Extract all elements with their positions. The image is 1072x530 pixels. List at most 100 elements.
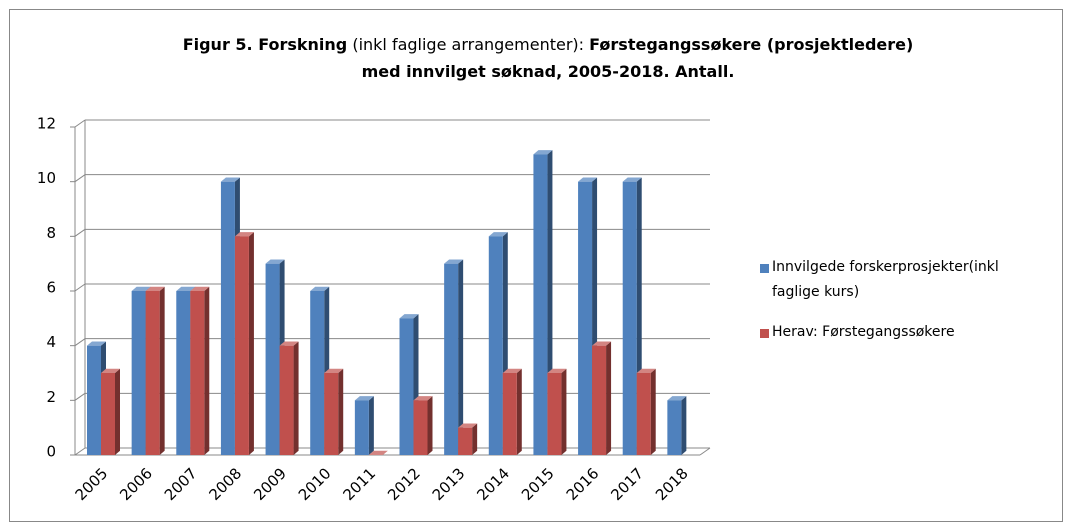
bar-front — [131, 291, 146, 455]
bar — [547, 368, 567, 455]
bar-top — [324, 368, 344, 373]
title-part: Førstegangssøkere (prosjektledere) — [589, 35, 913, 54]
bar-top — [622, 177, 642, 182]
bar-top — [279, 341, 299, 346]
bar-side — [293, 341, 299, 455]
bar-front — [622, 181, 637, 455]
bar-side — [248, 232, 254, 455]
y-tick-label: 12 — [37, 115, 56, 133]
bar-side — [650, 368, 656, 455]
bar-side — [115, 368, 120, 455]
bar-side — [516, 368, 522, 455]
bar-front — [578, 181, 593, 455]
bar-top — [667, 396, 687, 401]
legend-label: Innvilgede forskerprosjekter(inkl faglig… — [772, 259, 999, 300]
bar — [234, 232, 254, 455]
bar-side — [159, 286, 165, 455]
grid-line — [74, 392, 86, 401]
bar-side — [606, 341, 612, 455]
bar-top — [578, 177, 598, 182]
bar — [444, 259, 464, 455]
bar-top — [547, 368, 567, 373]
bar — [190, 286, 210, 455]
bar-front — [220, 181, 235, 455]
bar-top — [413, 396, 433, 401]
bar — [145, 286, 165, 455]
y-tick-label: 8 — [46, 224, 56, 242]
bar-front — [547, 373, 562, 455]
bar-top — [220, 177, 240, 182]
bar-front — [145, 291, 160, 455]
bar — [101, 368, 120, 455]
bar-front — [87, 345, 101, 455]
bar-top — [636, 368, 656, 373]
bar-top — [533, 150, 553, 155]
bar-top — [234, 232, 254, 237]
bar-top — [176, 286, 196, 291]
bar-front — [444, 263, 459, 455]
bar-front — [399, 318, 414, 455]
bar-top — [310, 286, 330, 291]
bar-front — [101, 373, 115, 455]
bar-front — [176, 291, 191, 455]
bar-top — [131, 286, 151, 291]
bar-front — [234, 236, 249, 455]
bar-top — [354, 396, 374, 401]
y-tick-label: 2 — [46, 388, 56, 406]
bar-side — [458, 259, 464, 455]
bar — [354, 396, 374, 455]
bar — [667, 396, 687, 455]
bar — [502, 368, 522, 455]
bar-front — [592, 345, 607, 455]
bar-side — [427, 396, 433, 455]
y-tick-label: 4 — [46, 333, 56, 351]
bar-top — [399, 314, 419, 319]
grid-line — [74, 447, 86, 456]
legend-label: Herav: Førstegangssøkere — [772, 324, 955, 340]
bar-top — [87, 341, 106, 346]
bar-front — [265, 263, 280, 455]
bar-top — [502, 368, 522, 373]
bar-side — [472, 423, 478, 455]
bar — [368, 450, 388, 455]
bar-front — [488, 236, 503, 455]
grid-line — [74, 228, 86, 237]
bar-front — [279, 345, 294, 455]
bar-top — [444, 259, 464, 264]
title-part: med innvilget søknad, 2005-2018. Antall. — [362, 62, 735, 81]
bar-top — [101, 368, 120, 373]
bar-front — [324, 373, 339, 455]
bar — [636, 368, 656, 455]
bar — [592, 341, 612, 455]
bar-front — [667, 400, 682, 455]
y-tick-label: 10 — [37, 169, 56, 187]
y-tick-label: 6 — [46, 279, 56, 297]
bar-top — [368, 450, 388, 455]
grid-line — [74, 119, 86, 128]
bar-top — [265, 259, 285, 264]
bar-front — [458, 427, 473, 455]
bar-side — [681, 396, 687, 455]
legend-swatch — [760, 264, 769, 273]
bar — [413, 396, 433, 455]
bar-side — [368, 396, 374, 455]
bar-side — [204, 286, 210, 455]
bar-top — [190, 286, 210, 291]
legend-swatch — [760, 329, 769, 338]
bar — [279, 341, 299, 455]
bar — [324, 368, 344, 455]
bar-top — [145, 286, 165, 291]
floor-edge — [699, 447, 711, 456]
bar-front — [190, 291, 205, 455]
bar-front — [310, 291, 325, 455]
bar-front — [354, 400, 369, 455]
title-part: Figur 5. Forskning — [183, 35, 348, 54]
grid-line — [74, 283, 86, 292]
grid-line — [74, 338, 86, 347]
bar-front — [636, 373, 651, 455]
bar-front — [502, 373, 517, 455]
y-tick-label: 0 — [46, 443, 56, 461]
grid-line — [74, 174, 86, 183]
